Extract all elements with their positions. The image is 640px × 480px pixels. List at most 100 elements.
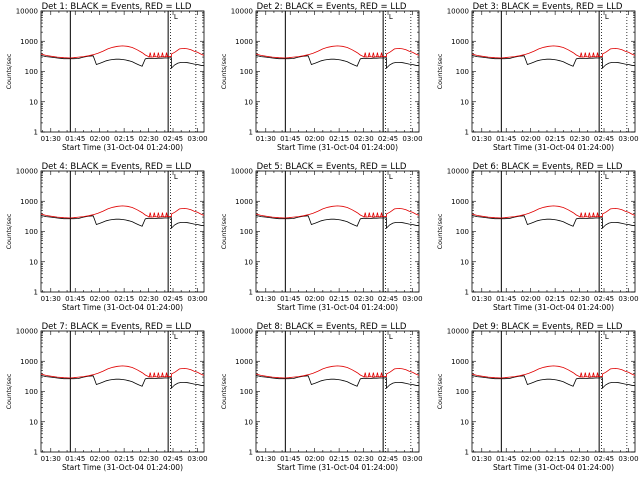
y-axis-label: Counts/sec bbox=[436, 53, 444, 89]
lld-spike-mark bbox=[148, 212, 152, 218]
x-tick-label: 01:45 bbox=[65, 135, 85, 143]
lld-spike-mark bbox=[148, 52, 152, 58]
y-tick-label: 1 bbox=[249, 289, 253, 297]
plot-frame bbox=[40, 10, 205, 133]
panel-title: Det 9: BLACK = Events, RED = LLD bbox=[473, 322, 623, 332]
x-tick-label: 02:30 bbox=[353, 455, 373, 463]
lld-spike-mark bbox=[583, 372, 587, 378]
x-tick-label: 02:15 bbox=[329, 135, 349, 143]
lld-spike-mark bbox=[371, 372, 375, 378]
plot-frame bbox=[471, 10, 636, 133]
lld-spike-mark bbox=[156, 372, 160, 378]
y-tick-label: 1 bbox=[465, 289, 469, 297]
x-tick-label: 01:30 bbox=[256, 135, 276, 143]
series-line-events bbox=[471, 375, 636, 390]
chart-panel-1: Det 1: BLACK = Events, RED = LLD 1 10 100 10… bbox=[5, 2, 208, 152]
corner-marker-label: L bbox=[605, 333, 609, 341]
chart-panel-9: Det 9: BLACK = Events, RED = LLD 1 10 100 10… bbox=[436, 322, 639, 472]
y-tick-label: 10 bbox=[29, 418, 38, 426]
plot-frame bbox=[255, 10, 420, 133]
corner-marker-label: L bbox=[389, 173, 393, 181]
lld-spike-mark bbox=[371, 212, 375, 218]
x-axis-label: Start Time (31-Oct-04 01:24:00) bbox=[277, 303, 398, 312]
chart-panel-8: Det 8: BLACK = Events, RED = LLD 1 10 100 10… bbox=[220, 322, 423, 472]
y-tick-label: 10 bbox=[460, 258, 469, 266]
x-tick-label: 02:00 bbox=[521, 135, 541, 143]
x-tick-label: 01:30 bbox=[41, 295, 61, 303]
panel-title: Det 5: BLACK = Events, RED = LLD bbox=[257, 162, 407, 172]
x-tick-label: 01:45 bbox=[65, 295, 85, 303]
x-tick-label: 02:15 bbox=[329, 455, 349, 463]
x-tick-label: 02:00 bbox=[90, 135, 110, 143]
x-tick-label: 02:00 bbox=[521, 295, 541, 303]
x-tick-label: 01:30 bbox=[256, 295, 276, 303]
x-tick-label: 02:45 bbox=[378, 295, 398, 303]
x-tick-label: 01:45 bbox=[496, 295, 516, 303]
y-tick-label: 1000 bbox=[235, 38, 253, 46]
lld-spike-mark bbox=[363, 212, 367, 218]
lld-spike-mark bbox=[592, 52, 595, 58]
x-tick-label: 03:00 bbox=[618, 295, 638, 303]
panel-title: Det 1: BLACK = Events, RED = LLD bbox=[42, 2, 192, 12]
y-tick-label: 100 bbox=[25, 388, 38, 396]
y-tick-label: 1 bbox=[34, 129, 38, 137]
x-tick-label: 02:15 bbox=[545, 295, 565, 303]
series-line-lld bbox=[40, 205, 205, 219]
lld-spike-mark bbox=[592, 212, 595, 218]
x-tick-label: 02:00 bbox=[90, 455, 110, 463]
x-tick-label: 02:30 bbox=[138, 295, 158, 303]
x-tick-label: 02:30 bbox=[138, 455, 158, 463]
x-tick-label: 03:00 bbox=[187, 135, 207, 143]
lld-spike-mark bbox=[367, 52, 371, 58]
y-axis-label: Counts/sec bbox=[5, 53, 13, 89]
y-tick-label: 1 bbox=[34, 289, 38, 297]
panel-title: Det 3: BLACK = Events, RED = LLD bbox=[473, 2, 623, 12]
lld-spike-mark bbox=[587, 52, 591, 58]
x-tick-label: 01:45 bbox=[280, 295, 300, 303]
series-line-lld bbox=[40, 45, 205, 59]
series-line-events bbox=[40, 55, 205, 70]
series-line-lld bbox=[255, 205, 420, 219]
chart-panel-6: Det 6: BLACK = Events, RED = LLD 1 10 100 10… bbox=[436, 162, 639, 312]
x-axis-label: Start Time (31-Oct-04 01:24:00) bbox=[62, 463, 183, 472]
y-tick-label: 100 bbox=[25, 68, 38, 76]
x-tick-label: 01:30 bbox=[41, 455, 61, 463]
lld-spike-mark bbox=[583, 212, 587, 218]
chart-panel-7: Det 7: BLACK = Events, RED = LLD 1 10 100 10… bbox=[5, 322, 208, 472]
y-tick-label: 1000 bbox=[451, 38, 469, 46]
y-tick-label: 100 bbox=[25, 228, 38, 236]
series-line-lld bbox=[471, 205, 636, 219]
lld-spike-mark bbox=[156, 212, 160, 218]
x-tick-label: 03:00 bbox=[402, 295, 422, 303]
corner-marker-label: L bbox=[389, 13, 393, 21]
lld-spike-mark bbox=[596, 372, 599, 378]
lld-spike-mark bbox=[363, 372, 367, 378]
panel-title: Det 4: BLACK = Events, RED = LLD bbox=[42, 162, 192, 172]
lld-spike-mark bbox=[380, 52, 383, 58]
plot-frame bbox=[471, 170, 636, 293]
x-tick-label: 01:45 bbox=[65, 455, 85, 463]
x-tick-label: 02:30 bbox=[569, 455, 589, 463]
lld-spike-mark bbox=[579, 52, 583, 58]
y-tick-label: 10000 bbox=[447, 328, 469, 336]
y-axis-label: Counts/sec bbox=[436, 213, 444, 249]
lld-spike-mark bbox=[165, 212, 168, 218]
corner-marker-label: L bbox=[174, 333, 178, 341]
x-tick-label: 02:45 bbox=[594, 295, 614, 303]
x-tick-label: 02:45 bbox=[594, 455, 614, 463]
x-tick-label: 02:30 bbox=[569, 295, 589, 303]
chart-panel-5: Det 5: BLACK = Events, RED = LLD 1 10 100 10… bbox=[220, 162, 423, 312]
lld-spike-mark bbox=[161, 52, 164, 58]
series-line-lld bbox=[471, 365, 636, 379]
x-tick-label: 02:15 bbox=[114, 455, 134, 463]
y-axis-label: Counts/sec bbox=[220, 213, 228, 249]
x-tick-label: 01:30 bbox=[256, 455, 276, 463]
x-tick-label: 01:45 bbox=[280, 135, 300, 143]
lld-spike-mark bbox=[148, 372, 152, 378]
y-axis-label: Counts/sec bbox=[436, 373, 444, 409]
lld-spike-mark bbox=[376, 212, 379, 218]
x-tick-label: 02:30 bbox=[353, 135, 373, 143]
y-tick-label: 10 bbox=[244, 258, 253, 266]
x-tick-label: 02:30 bbox=[569, 135, 589, 143]
